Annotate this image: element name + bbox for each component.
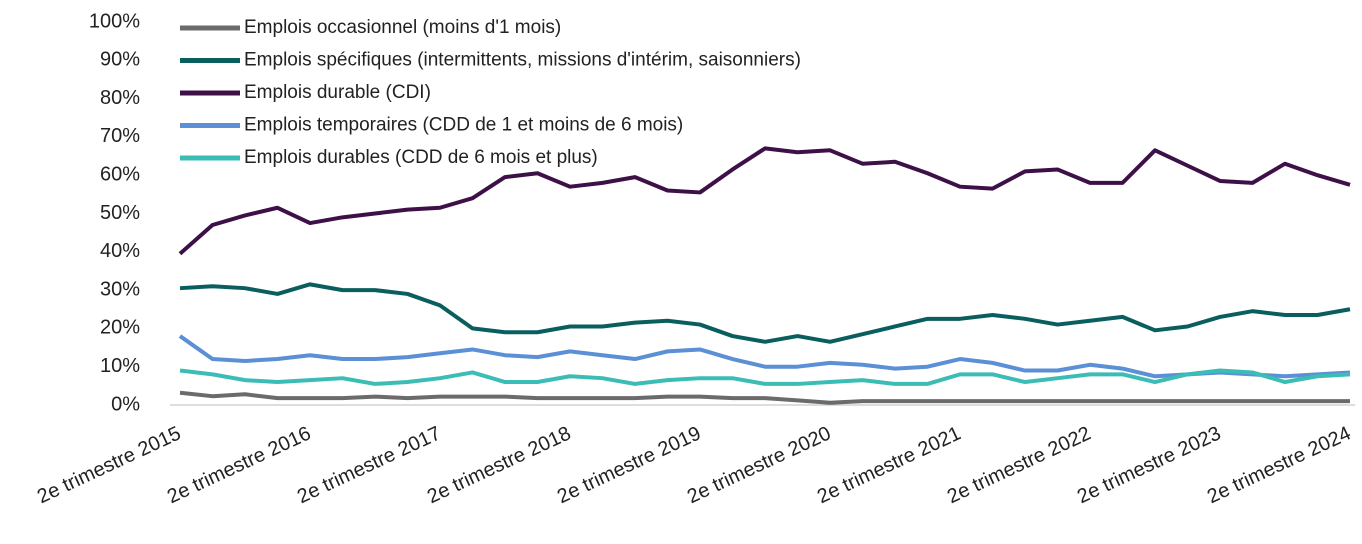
y-tick-label: 0%: [111, 393, 140, 415]
legend: Emplois occasionnel (moins d'1 mois) Empl…: [180, 17, 801, 168]
x-tick-label: 2e trimestre 2015: [34, 422, 184, 508]
y-tick-label: 50%: [100, 202, 140, 224]
series-line: [178, 146, 1351, 256]
x-tick-label: 2e trimestre 2019: [554, 422, 704, 508]
y-tick-label: 80%: [100, 87, 140, 109]
y-tick-label: 70%: [100, 125, 140, 147]
x-tick-label: 2e trimestre 2024: [1204, 422, 1354, 508]
x-tick-label: 2e trimestre 2016: [164, 422, 314, 508]
y-tick-label: 90%: [100, 49, 140, 71]
y-tick-label: 30%: [100, 278, 140, 300]
series-line: [179, 390, 1350, 405]
x-tick-label: 2e trimestre 2021: [814, 422, 964, 508]
legend-label: Emplois spécifiques (intermittents, miss…: [244, 50, 801, 71]
y-tick-label: 100%: [89, 10, 140, 32]
y-tick-label: 60%: [100, 163, 140, 185]
legend-label: Emplois temporaires (CDD de 1 et moins d…: [244, 115, 683, 136]
series-line: [179, 368, 1351, 386]
legend-label: Emplois durables (CDD de 6 mois et plus): [244, 147, 598, 168]
legend-label: Emplois durable (CDI): [244, 82, 431, 103]
x-tick-label: 2e trimestre 2020: [684, 422, 834, 508]
series-line: [178, 334, 1351, 379]
x-tick-label: 2e trimestre 2022: [944, 422, 1094, 508]
x-tick-label: 2e trimestre 2023: [1074, 422, 1224, 508]
x-tick-label: 2e trimestre 2017: [294, 422, 444, 508]
y-tick-label: 20%: [100, 317, 140, 339]
x-tick-label: 2e trimestre 2018: [424, 422, 574, 508]
legend-label: Emplois occasionnel (moins d'1 mois): [244, 17, 561, 38]
series-line: [179, 282, 1351, 344]
y-tick-label: 40%: [100, 240, 140, 262]
y-tick-label: 10%: [100, 355, 140, 377]
